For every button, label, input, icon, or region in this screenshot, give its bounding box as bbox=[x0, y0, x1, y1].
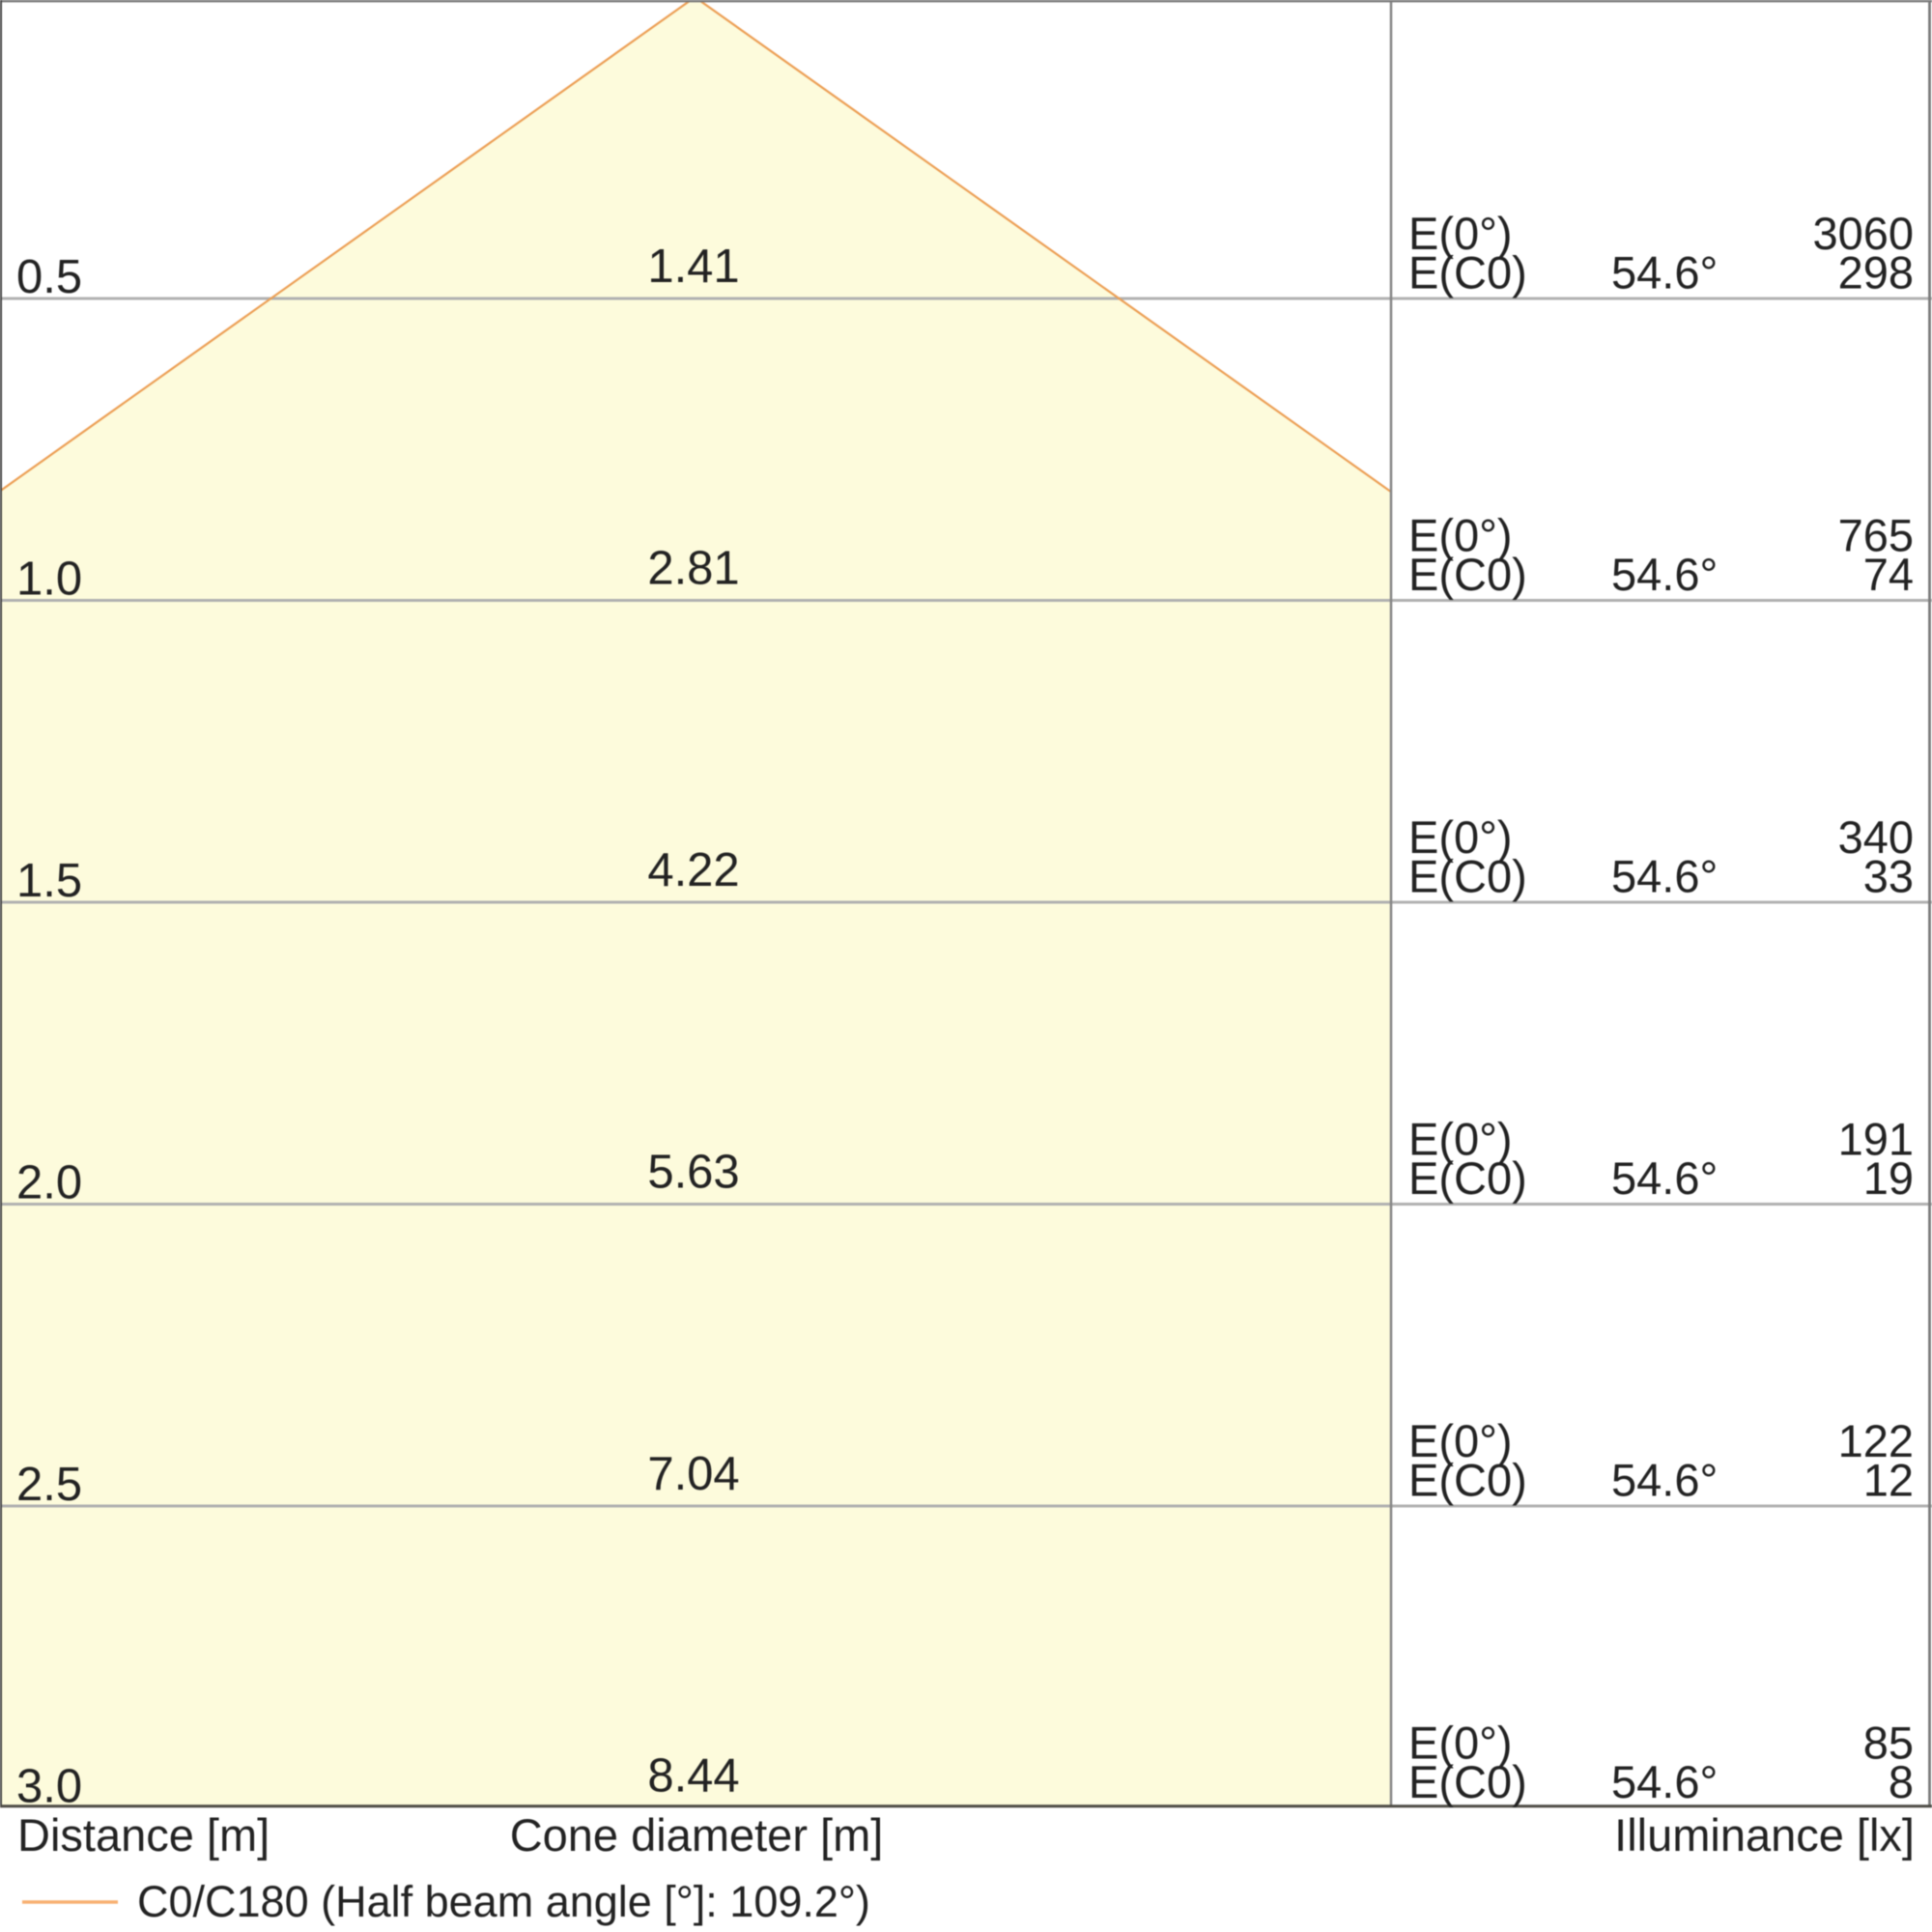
svg-text:E(0°): E(0°) bbox=[1408, 1415, 1513, 1466]
svg-text:E(C0): E(C0) bbox=[1408, 1756, 1527, 1807]
svg-text:Illuminance [lx]: Illuminance [lx] bbox=[1614, 1809, 1915, 1861]
svg-text:765: 765 bbox=[1838, 510, 1914, 561]
svg-text:E(C0): E(C0) bbox=[1408, 1455, 1527, 1506]
svg-text:1.5: 1.5 bbox=[16, 855, 82, 907]
svg-text:0.5: 0.5 bbox=[16, 251, 82, 303]
svg-text:54.6°: 54.6° bbox=[1611, 247, 1718, 298]
svg-text:Distance [m]: Distance [m] bbox=[17, 1809, 270, 1861]
svg-text:E(0°): E(0°) bbox=[1408, 208, 1513, 259]
svg-text:E(C0): E(C0) bbox=[1408, 247, 1527, 298]
svg-text:19: 19 bbox=[1863, 1152, 1914, 1204]
svg-text:2.81: 2.81 bbox=[647, 543, 739, 595]
svg-text:3.0: 3.0 bbox=[16, 1761, 82, 1813]
svg-text:4.22: 4.22 bbox=[647, 844, 739, 896]
svg-text:C0/C180 (Half beam angle [°]:: C0/C180 (Half beam angle [°]: 109.2°) bbox=[137, 1877, 870, 1926]
svg-text:7.04: 7.04 bbox=[647, 1448, 739, 1500]
svg-text:8: 8 bbox=[1889, 1756, 1914, 1807]
svg-text:E(0°): E(0°) bbox=[1408, 1114, 1513, 1165]
svg-text:2.0: 2.0 bbox=[16, 1157, 82, 1209]
svg-text:54.6°: 54.6° bbox=[1611, 851, 1718, 902]
svg-text:5.63: 5.63 bbox=[647, 1147, 739, 1199]
svg-text:E(0°): E(0°) bbox=[1408, 1718, 1513, 1769]
svg-text:2.5: 2.5 bbox=[16, 1459, 82, 1511]
svg-text:54.6°: 54.6° bbox=[1611, 1455, 1718, 1506]
svg-text:Cone diameter [m]: Cone diameter [m] bbox=[510, 1809, 884, 1861]
svg-text:298: 298 bbox=[1838, 247, 1914, 298]
svg-text:8.44: 8.44 bbox=[647, 1750, 739, 1803]
svg-text:85: 85 bbox=[1863, 1718, 1914, 1769]
svg-text:122: 122 bbox=[1838, 1415, 1914, 1466]
svg-text:1.41: 1.41 bbox=[647, 241, 739, 293]
svg-text:E(C0): E(C0) bbox=[1408, 549, 1527, 600]
svg-text:54.6°: 54.6° bbox=[1611, 549, 1718, 600]
svg-text:E(0°): E(0°) bbox=[1408, 811, 1513, 863]
svg-text:1.0: 1.0 bbox=[16, 554, 82, 606]
svg-text:74: 74 bbox=[1863, 549, 1914, 600]
svg-text:54.6°: 54.6° bbox=[1611, 1756, 1718, 1807]
svg-text:3060: 3060 bbox=[1812, 208, 1914, 259]
svg-text:E(0°): E(0°) bbox=[1408, 510, 1513, 561]
svg-text:33: 33 bbox=[1863, 851, 1914, 902]
svg-text:340: 340 bbox=[1838, 811, 1914, 863]
svg-text:12: 12 bbox=[1863, 1455, 1914, 1506]
svg-text:54.6°: 54.6° bbox=[1611, 1152, 1718, 1204]
svg-text:191: 191 bbox=[1838, 1114, 1914, 1165]
svg-text:E(C0): E(C0) bbox=[1408, 1152, 1527, 1204]
svg-text:E(C0): E(C0) bbox=[1408, 851, 1527, 902]
